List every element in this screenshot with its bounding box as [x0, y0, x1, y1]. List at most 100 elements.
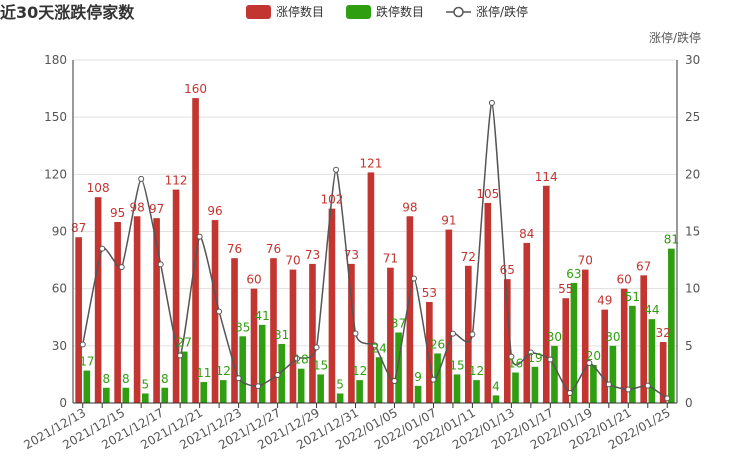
bar-up: [406, 216, 414, 403]
ratio-point: [586, 359, 593, 366]
data-label-up: 76: [227, 242, 242, 256]
ratio-point: [333, 166, 340, 173]
bar-up: [153, 218, 160, 403]
data-label-down: 8: [161, 372, 169, 386]
y-tick-label: 120: [44, 167, 67, 181]
ratio-point: [157, 261, 164, 268]
data-label-down: 44: [644, 303, 659, 317]
y2-tick-label: 20: [685, 167, 700, 181]
bar-up: [659, 342, 667, 403]
ratio-point: [313, 344, 320, 351]
bar-down: [200, 382, 208, 403]
ratio-point: [547, 356, 554, 363]
data-label-up: 160: [184, 82, 207, 96]
data-label-down: 17: [79, 355, 94, 369]
data-label-down: 9: [414, 370, 422, 384]
bar-down: [122, 387, 130, 403]
legend[interactable]: 涨停数目 跌停数目 涨停/跌停: [246, 4, 528, 19]
ratio-point: [274, 371, 281, 378]
bar-down: [492, 395, 500, 403]
y2-tick-label: 10: [685, 282, 700, 296]
legend-swatch: [346, 5, 371, 19]
bar-up: [270, 258, 277, 403]
legend-item[interactable]: 跌停数目: [346, 4, 424, 19]
y-tick-label: 90: [52, 225, 67, 239]
ratio-point: [430, 376, 437, 383]
bar-down: [531, 366, 539, 403]
ratio-line: [79, 99, 671, 402]
y-tick-label: 150: [44, 110, 67, 124]
bar-down: [551, 345, 558, 403]
bar-up: [289, 269, 297, 403]
data-label-up: 98: [129, 200, 144, 214]
bar-down: [278, 343, 285, 403]
data-label-up: 95: [110, 206, 125, 220]
ratio-point: [235, 375, 242, 382]
data-label-up: 70: [285, 254, 300, 268]
bar-down: [375, 357, 383, 403]
data-label-up: 76: [266, 242, 281, 256]
bar-down: [609, 345, 617, 403]
ratio-point: [508, 353, 515, 360]
y2-tick-label: 25: [685, 110, 700, 124]
legend-item[interactable]: 涨停/跌停: [446, 4, 528, 19]
bar-up: [445, 229, 453, 403]
data-label-up: 73: [344, 248, 359, 262]
data-label-down: 19: [527, 351, 542, 365]
data-label-up: 114: [535, 170, 558, 184]
y2-tick-label: 30: [685, 53, 700, 67]
ratio-point: [372, 342, 378, 349]
data-label-down: 27: [177, 336, 192, 350]
bar-down: [434, 353, 441, 403]
bar-up: [503, 279, 511, 403]
bar-up: [348, 263, 355, 403]
bar-up: [387, 267, 394, 403]
data-label-up: 65: [500, 263, 515, 277]
data-label-down: 15: [313, 358, 328, 372]
data-label-up: 49: [597, 294, 612, 308]
bar-up: [114, 221, 121, 403]
data-label-down: 35: [235, 320, 250, 334]
y2-tick-label: 15: [685, 225, 700, 239]
data-label-up: 84: [519, 227, 534, 241]
bar-down: [239, 336, 247, 403]
bar-up: [328, 208, 336, 403]
ratio-point: [469, 331, 476, 338]
bar-down: [141, 393, 149, 403]
data-label-up: 105: [476, 187, 499, 201]
ratio-point: [216, 308, 223, 315]
bar-down: [161, 387, 169, 403]
y2-tick-label: 0: [685, 396, 693, 410]
bar-up: [484, 202, 492, 403]
data-label-up: 73: [305, 248, 320, 262]
bar-up: [309, 263, 316, 403]
bar-up: [172, 189, 180, 403]
ratio-point: [138, 175, 145, 182]
data-label-down: 5: [336, 377, 344, 391]
data-label-down: 81: [664, 233, 679, 247]
bar-down: [590, 364, 597, 403]
y-tick-label: 0: [59, 396, 67, 410]
y-tick-label: 180: [44, 53, 67, 67]
y-tick-label: 60: [52, 282, 67, 296]
ratio-point: [410, 275, 417, 282]
data-label-up: 32: [656, 326, 671, 340]
y-tick-label: 30: [52, 339, 67, 353]
bar-down: [317, 374, 324, 403]
data-label-down: 8: [102, 372, 110, 386]
data-label-down: 15: [449, 358, 464, 372]
data-label-up: 72: [461, 250, 476, 264]
data-label-up: 71: [383, 252, 398, 266]
bar-up: [523, 242, 531, 403]
bar-up: [601, 309, 609, 403]
data-label-up: 96: [207, 204, 222, 218]
ratio-point: [352, 330, 359, 337]
data-label-up: 87: [71, 221, 86, 235]
data-label-up: 108: [87, 181, 110, 195]
ratio-point: [566, 390, 573, 397]
data-label-down: 11: [196, 366, 211, 380]
ratio-point: [294, 355, 301, 362]
legend-item[interactable]: 涨停数目: [246, 4, 324, 19]
data-label-up: 97: [149, 202, 164, 216]
